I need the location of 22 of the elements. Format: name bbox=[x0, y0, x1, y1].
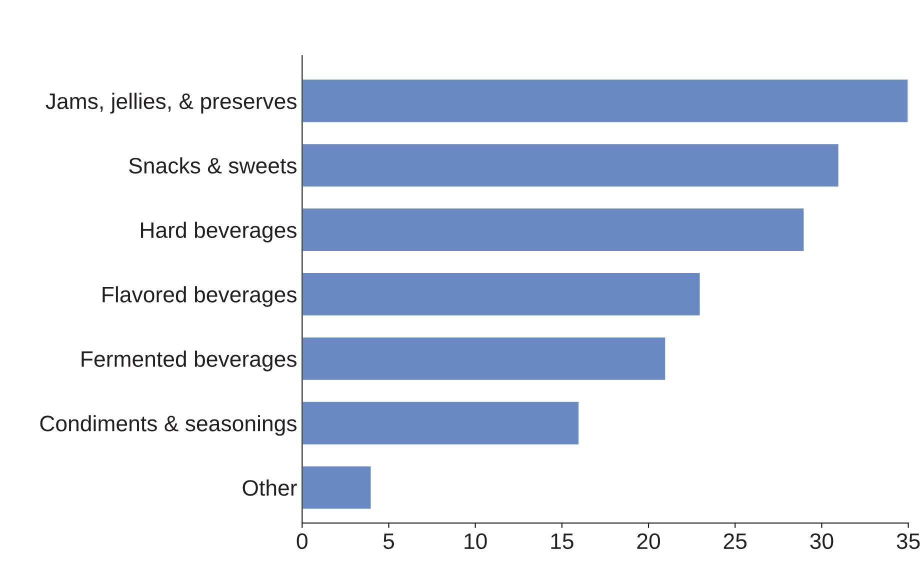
x-tick-label: 20 bbox=[637, 533, 660, 550]
y-tick-label: Hard beverages bbox=[141, 222, 296, 242]
x-tick-label: 0 bbox=[296, 533, 308, 550]
y-tick-label: Jams, jellies, & preserves bbox=[46, 92, 296, 114]
x-tick-label: 25 bbox=[724, 533, 747, 550]
bar bbox=[302, 207, 806, 252]
bar bbox=[302, 464, 372, 510]
bar bbox=[302, 142, 840, 188]
y-tick-label: Flavored beverages bbox=[102, 286, 296, 307]
x-tick-label: 15 bbox=[551, 534, 574, 550]
y-tick-label: Fermented beverages bbox=[82, 350, 297, 372]
x-tick-label: 35 bbox=[896, 533, 920, 550]
y-tick-label: Other bbox=[242, 480, 297, 496]
bar bbox=[302, 336, 667, 382]
bar bbox=[302, 272, 702, 317]
x-tick-label: 30 bbox=[810, 533, 834, 550]
x-tick-label: 10 bbox=[464, 533, 487, 550]
bar bbox=[302, 400, 580, 446]
y-tick-label: Condiments & seasonings bbox=[40, 415, 296, 436]
y-tick-label: Snacks & sweets bbox=[129, 157, 296, 174]
x-tick-label: 5 bbox=[383, 534, 394, 550]
bar bbox=[302, 78, 908, 124]
